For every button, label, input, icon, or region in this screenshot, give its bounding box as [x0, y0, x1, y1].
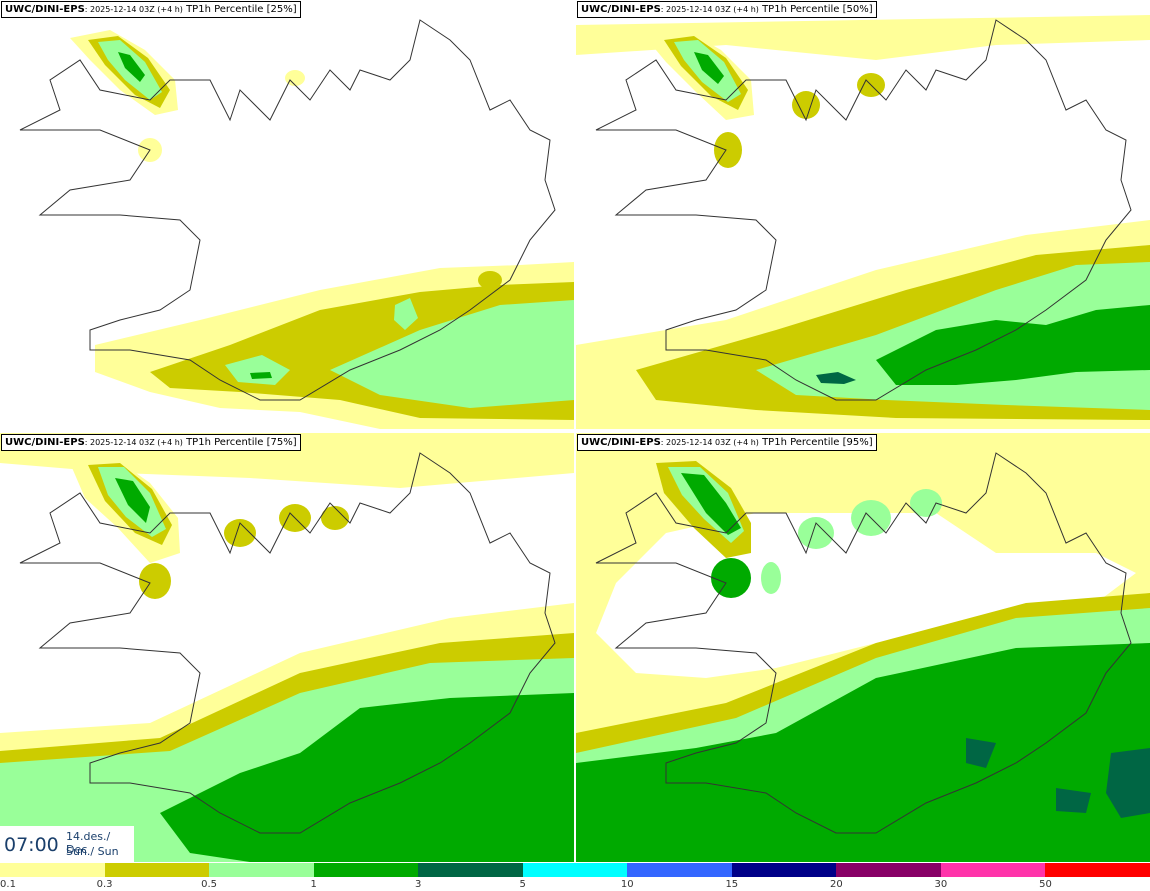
legend-swatch — [522, 863, 628, 877]
precip-field — [70, 30, 574, 429]
legend-swatch — [1045, 863, 1150, 877]
iceland-coastline — [19, 452, 556, 834]
legend-swatch — [209, 863, 314, 877]
map-panel-p50[interactable]: UWC/DINI-EPS: 2025-12-14 03Z (+4 h) TP1h… — [576, 0, 1150, 429]
panel-title: UWC/DINI-EPS: 2025-12-14 03Z (+4 h) TP1h… — [577, 434, 877, 451]
valid-date: 14.des./ Dec — [66, 830, 111, 856]
legend-label: 50 — [1039, 879, 1052, 890]
legend-label: 0.1 — [0, 879, 16, 890]
valid-time-box: 07:00 14.des./ Dec Sun./ Sun — [0, 826, 134, 862]
legend-swatch — [418, 863, 523, 877]
iceland-coastline — [595, 19, 1132, 401]
map-panel-p75[interactable]: UWC/DINI-EPS: 2025-12-14 03Z (+4 h) TP1h… — [0, 433, 574, 862]
legend-swatch — [731, 863, 837, 877]
legend-label: 5 — [519, 879, 526, 890]
legend-swatch — [627, 863, 732, 877]
map-panel-p25[interactable]: UWC/DINI-EPS: 2025-12-14 03Z (+4 h) TP1h… — [0, 0, 574, 429]
legend-swatch — [0, 863, 105, 877]
precip-map-p50 — [576, 15, 1150, 429]
precip-field — [576, 15, 1150, 429]
color-legend: 0.1 0.3 0.5 1 3 5 10 15 20 30 50 — [0, 862, 1150, 891]
panel-separator-horizontal — [0, 429, 1150, 433]
precip-map-p25 — [19, 19, 574, 429]
panel-title: UWC/DINI-EPS: 2025-12-14 03Z (+4 h) TP1h… — [1, 1, 301, 18]
valid-day: Sun./ Sun — [66, 845, 119, 858]
legend-swatch — [940, 863, 1046, 877]
legend-label: 15 — [725, 879, 739, 890]
legend-label: 3 — [414, 879, 422, 890]
precip-map-p75 — [0, 433, 574, 862]
precip-map-p95 — [576, 433, 1150, 862]
legend-label: 10 — [620, 879, 634, 890]
legend-label: 1 — [310, 879, 317, 890]
legend-swatch — [104, 863, 210, 877]
map-panel-p95[interactable]: UWC/DINI-EPS: 2025-12-14 03Z (+4 h) TP1h… — [576, 433, 1150, 862]
legend-labels: 0.1 0.3 0.5 1 3 5 10 15 20 30 50 — [0, 879, 1150, 891]
precip-field — [0, 433, 574, 862]
valid-time: 07:00 — [4, 834, 59, 856]
legend-color-bar — [0, 863, 1150, 877]
legend-label: 0.3 — [96, 879, 113, 890]
panel-title: UWC/DINI-EPS: 2025-12-14 03Z (+4 h) TP1h… — [577, 1, 877, 18]
precip-field — [576, 433, 1150, 862]
iceland-coastline — [19, 19, 556, 401]
legend-label: 0.5 — [201, 879, 218, 890]
panel-title: UWC/DINI-EPS: 2025-12-14 03Z (+4 h) TP1h… — [1, 434, 301, 451]
legend-label: 30 — [934, 879, 948, 890]
legend-label: 20 — [829, 879, 843, 890]
legend-swatch — [836, 863, 941, 877]
legend-swatch — [313, 863, 419, 877]
iceland-coastline — [595, 452, 1132, 834]
